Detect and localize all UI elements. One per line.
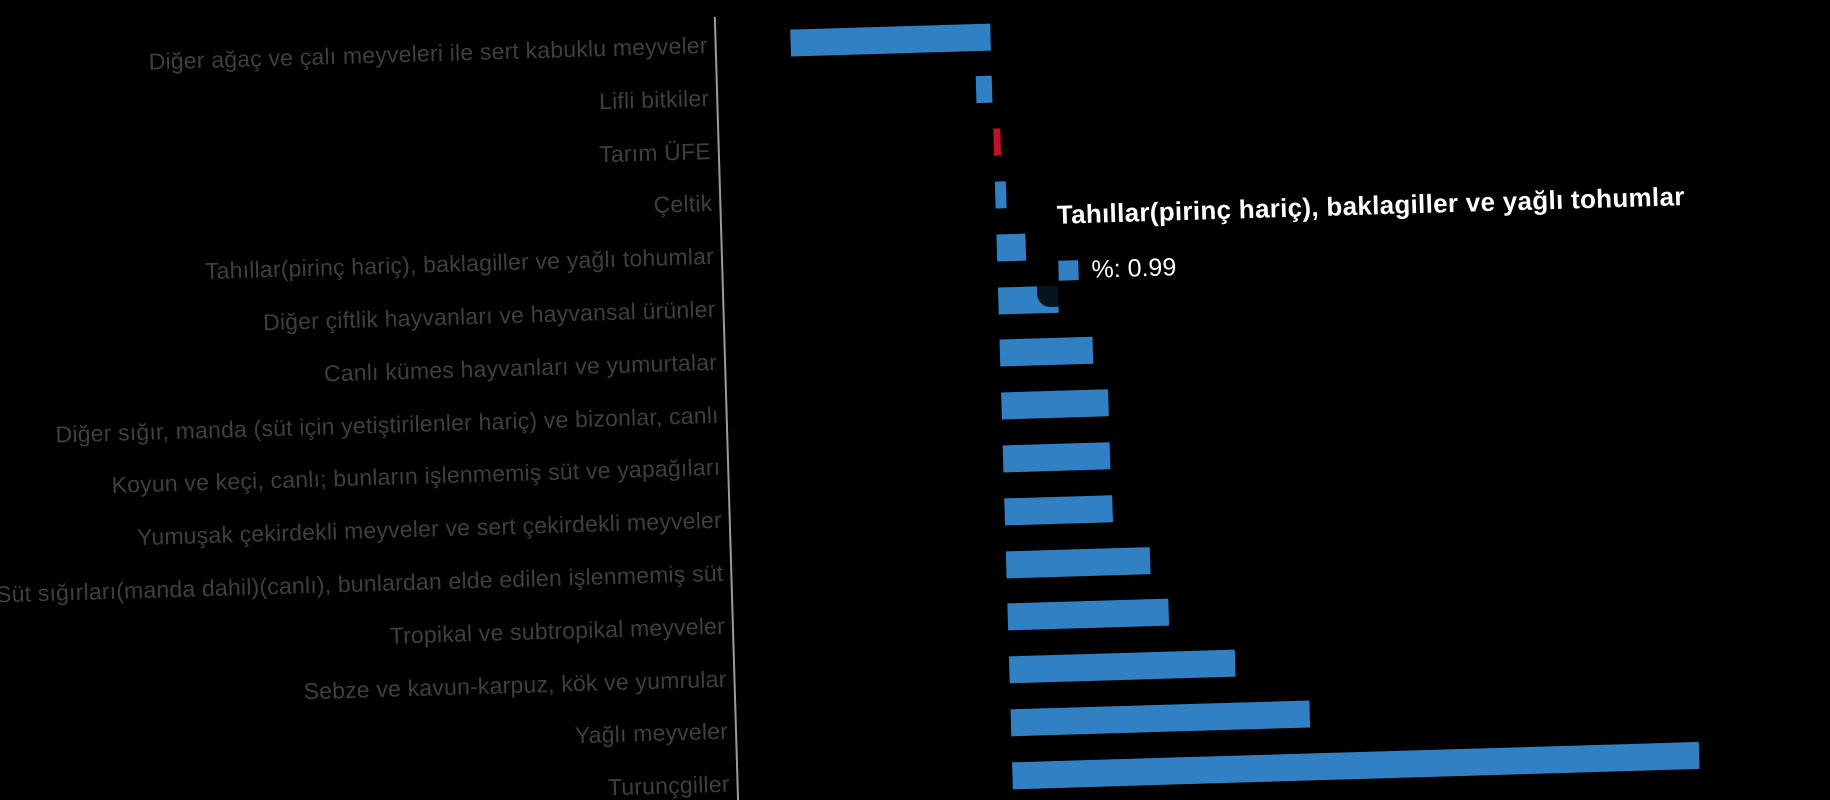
bar[interactable] xyxy=(1001,389,1109,420)
category-label: Tropikal ve subtropikal meyveler xyxy=(389,612,726,649)
bar[interactable] xyxy=(790,23,991,57)
category-label: Tahıllar(pirinç hariç), baklagiller ve y… xyxy=(204,243,715,285)
category-label: Koyun ve keçi, canlı; bunların işlenmemi… xyxy=(111,454,721,499)
bar-highlighted[interactable] xyxy=(993,128,1002,156)
bar[interactable] xyxy=(1012,741,1700,789)
category-label: Diğer çiftlik hayvanları ve hayvansal ür… xyxy=(262,295,716,336)
category-label: Canlı kümes hayvanları ve yumurtalar xyxy=(323,348,718,387)
category-label: Lifli bitkiler xyxy=(598,84,710,115)
category-label: Süt sığırları(manda dahil)(canlı), bunla… xyxy=(0,559,724,608)
bar[interactable] xyxy=(994,181,1007,209)
bar[interactable] xyxy=(1008,649,1236,684)
tooltip-value-row: %: 0.99 xyxy=(1058,239,1687,284)
bar[interactable] xyxy=(1005,546,1151,578)
tooltip: Tahıllar(pirinç hariç), baklagiller ve y… xyxy=(1033,163,1714,308)
category-label: Diğer sığır, manda (süt için yetiştirile… xyxy=(55,401,719,448)
category-label: Tarım ÜFE xyxy=(598,137,712,167)
category-label: Çeltik xyxy=(653,190,713,219)
category-label: Yumuşak çekirdekli meyveler ve sert çeki… xyxy=(136,507,723,551)
tooltip-value: %: 0.99 xyxy=(1091,252,1177,284)
bar[interactable] xyxy=(999,337,1094,367)
category-label: Diğer ağaç ve çalı meyveleri ile sert ka… xyxy=(148,32,709,75)
category-label: Turunçgiller xyxy=(607,770,730,800)
bar[interactable] xyxy=(975,75,993,104)
bar[interactable] xyxy=(1007,598,1170,631)
bar[interactable] xyxy=(1002,442,1111,473)
bar[interactable] xyxy=(1010,700,1310,737)
bar[interactable] xyxy=(1004,494,1114,526)
category-label: Yağlı meyveler xyxy=(574,718,729,749)
tooltip-series-swatch-icon xyxy=(1058,260,1079,281)
category-label: Sebze ve kavun-karpuz, kök ve yumrular xyxy=(303,665,727,704)
tooltip-title: Tahıllar(pirinç hariç), baklagiller ve y… xyxy=(1056,181,1686,230)
bar[interactable] xyxy=(996,233,1026,262)
